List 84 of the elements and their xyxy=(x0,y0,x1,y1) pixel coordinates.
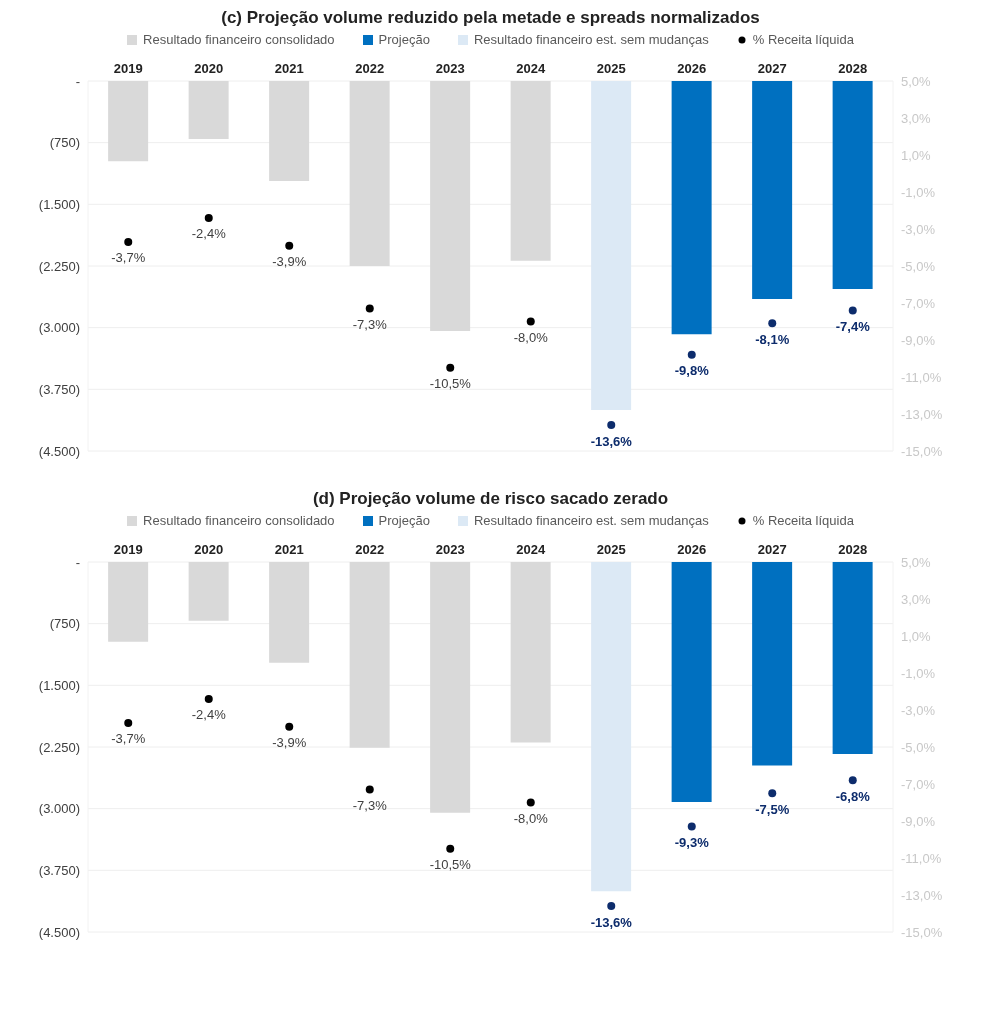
point xyxy=(848,776,857,785)
point xyxy=(446,363,455,372)
chart-title: (c) Projeção volume reduzido pela metade e spreads normalizados xyxy=(220,8,761,28)
point xyxy=(204,694,213,703)
data-label: -7,3% xyxy=(352,317,388,333)
y-tick-label: (2.250) xyxy=(38,739,80,755)
legend-label: Resultado financeiro est. sem mudanças xyxy=(473,513,709,528)
data-label: -13,6% xyxy=(590,914,633,930)
data-label: -8,0% xyxy=(513,811,549,827)
legend-label: % Receita líquida xyxy=(752,513,854,528)
x-tick-label: 2021 xyxy=(274,61,304,76)
x-tick-label: 2026 xyxy=(677,61,707,76)
y-tick-label: - xyxy=(75,73,80,89)
point xyxy=(285,722,294,731)
x-tick-label: 2020 xyxy=(194,542,224,557)
point xyxy=(365,785,374,794)
point xyxy=(526,317,535,326)
y-tick-label: (3.750) xyxy=(38,862,80,878)
x-tick-label: 2028 xyxy=(838,61,868,76)
y-tick-label: (4.500) xyxy=(38,924,80,940)
legend-label: Projeção xyxy=(378,32,430,47)
point xyxy=(768,319,777,328)
data-label: -7,4% xyxy=(835,318,871,334)
point xyxy=(607,421,616,430)
point xyxy=(526,798,535,807)
point xyxy=(204,213,213,222)
point xyxy=(124,237,133,246)
data-label: -3,9% xyxy=(272,254,307,270)
data-label: -6,8% xyxy=(835,788,871,804)
data-label: -7,3% xyxy=(352,798,388,814)
x-tick-label: 2019 xyxy=(113,61,143,76)
point xyxy=(848,306,857,315)
data-label: -8,1% xyxy=(755,331,790,347)
data-label: -3,7% xyxy=(111,250,146,266)
chart-title: (d) Projeção volume de risco sacado zerado xyxy=(311,489,670,509)
legend-label: Resultado financeiro consolidado xyxy=(143,32,335,47)
legend-label: Resultado financeiro est. sem mudanças xyxy=(473,32,709,47)
data-label: -3,9% xyxy=(272,735,307,751)
y-tick-label: (750) xyxy=(49,135,80,151)
x-tick-label: 2025 xyxy=(596,542,626,557)
x-tick-label: 2027 xyxy=(757,61,787,76)
x-tick-label: 2023 xyxy=(435,542,465,557)
x-tick-label: 2024 xyxy=(516,61,546,76)
data-label: -13,6% xyxy=(590,433,633,449)
y-tick-label: (1.500) xyxy=(38,677,80,693)
x-tick-label: 2027 xyxy=(757,542,787,557)
x-tick-label: 2026 xyxy=(677,542,707,557)
data-label: -7,5% xyxy=(755,801,790,817)
x-tick-label: 2028 xyxy=(838,542,868,557)
legend-label: % Receita líquida xyxy=(752,32,854,47)
x-tick-label: 2023 xyxy=(435,61,465,76)
data-label: -10,5% xyxy=(429,376,472,392)
y-tick-label: (1.500) xyxy=(38,196,80,212)
x-tick-label: 2022 xyxy=(355,61,385,76)
point xyxy=(365,304,374,313)
y-tick-label: (750) xyxy=(49,616,80,632)
point xyxy=(687,822,696,831)
data-label: -9,8% xyxy=(674,363,710,379)
x-tick-label: 2025 xyxy=(596,61,626,76)
data-label: -3,7% xyxy=(111,731,146,747)
point xyxy=(768,789,777,798)
y-tick-label: (3.750) xyxy=(38,381,80,397)
point xyxy=(446,844,455,853)
y-tick-label: (4.500) xyxy=(38,443,80,459)
x-tick-label: 2021 xyxy=(274,542,304,557)
legend-label: Resultado financeiro consolidado xyxy=(143,513,335,528)
data-label: -9,3% xyxy=(674,835,710,851)
data-label: -8,0% xyxy=(513,330,549,346)
point xyxy=(124,718,133,727)
data-label: -10,5% xyxy=(429,857,472,873)
data-label: -2,4% xyxy=(191,226,227,242)
point xyxy=(285,241,294,250)
legend-label: Projeção xyxy=(378,513,430,528)
y-tick-label: - xyxy=(75,554,80,570)
x-tick-label: 2020 xyxy=(194,61,224,76)
data-label: -2,4% xyxy=(191,707,227,723)
x-tick-label: 2019 xyxy=(113,542,143,557)
point xyxy=(687,350,696,359)
x-tick-label: 2022 xyxy=(355,542,385,557)
y-tick-label: (3.000) xyxy=(38,801,80,817)
point xyxy=(607,902,616,911)
y-tick-label: (2.250) xyxy=(38,258,80,274)
y-tick-label: (3.000) xyxy=(38,320,80,336)
x-tick-label: 2024 xyxy=(516,542,546,557)
